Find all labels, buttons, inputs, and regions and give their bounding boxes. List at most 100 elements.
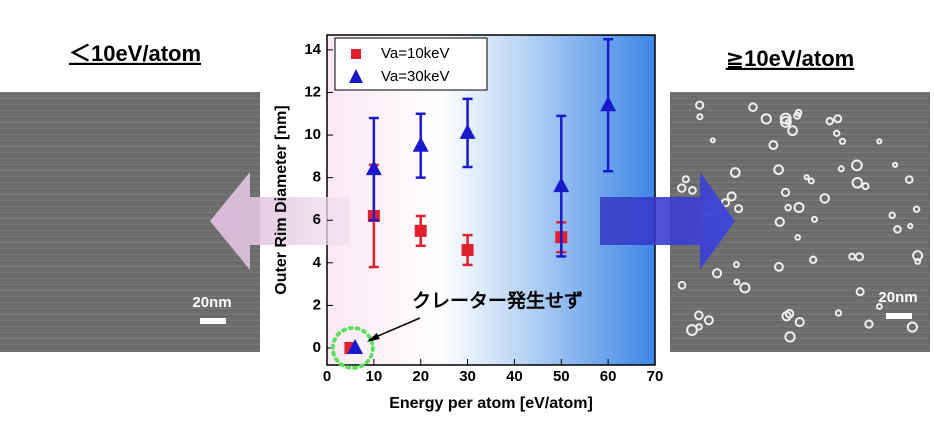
crater bbox=[907, 222, 914, 230]
crater bbox=[864, 319, 874, 329]
crater bbox=[768, 140, 779, 151]
crater bbox=[807, 177, 815, 185]
left-heading: ＜10eV/atom bbox=[69, 41, 201, 66]
legend-label: Va=30keV bbox=[381, 68, 450, 85]
crater bbox=[855, 287, 865, 297]
crater bbox=[773, 164, 784, 176]
crater bbox=[784, 331, 796, 343]
crater bbox=[825, 116, 834, 126]
crater bbox=[851, 176, 864, 189]
crater bbox=[793, 201, 805, 214]
crater bbox=[774, 261, 784, 272]
crater bbox=[912, 205, 921, 213]
crater bbox=[760, 113, 772, 125]
crater bbox=[833, 114, 843, 124]
x-tick-label: 40 bbox=[506, 368, 523, 385]
highlight-circle bbox=[330, 325, 375, 370]
y-axis-label: Outer Rim Diameter [nm] bbox=[273, 105, 290, 294]
y-tick-label: 2 bbox=[313, 296, 321, 313]
legend-marker bbox=[351, 49, 361, 59]
crater bbox=[793, 111, 802, 120]
crater bbox=[688, 186, 697, 195]
legend-marker bbox=[349, 69, 363, 83]
crater bbox=[709, 137, 716, 144]
crater bbox=[739, 282, 751, 294]
marker bbox=[347, 338, 364, 354]
crater bbox=[912, 250, 924, 262]
crater bbox=[784, 203, 792, 212]
crater bbox=[734, 204, 744, 214]
y-tick-label: 14 bbox=[304, 41, 321, 58]
crater bbox=[794, 317, 805, 328]
crater bbox=[779, 112, 792, 125]
y-tick-label: 10 bbox=[304, 126, 321, 143]
right-arrow bbox=[600, 172, 735, 270]
crater bbox=[677, 280, 687, 290]
y-tick-label: 6 bbox=[313, 211, 321, 228]
crater bbox=[695, 100, 705, 110]
y-tick-label: 0 bbox=[313, 339, 321, 356]
crater bbox=[892, 161, 899, 168]
crater bbox=[809, 255, 818, 264]
craters bbox=[676, 100, 924, 343]
right-heading: ≧10eV/atom bbox=[726, 46, 855, 71]
crater bbox=[729, 167, 741, 178]
crater bbox=[787, 125, 798, 137]
right-scale-bar bbox=[886, 313, 912, 319]
left-scale-label: 20nm bbox=[192, 294, 231, 311]
x-tick-label: 70 bbox=[647, 368, 664, 385]
crater bbox=[861, 182, 870, 191]
crater bbox=[810, 215, 819, 223]
crater bbox=[837, 165, 845, 173]
crater bbox=[681, 175, 690, 184]
crater bbox=[848, 252, 856, 261]
crater bbox=[833, 129, 841, 137]
marker bbox=[600, 96, 617, 112]
x-axis-label: Energy per atom [eV/atom] bbox=[389, 395, 593, 412]
crater bbox=[851, 159, 863, 172]
crater bbox=[695, 323, 703, 331]
crater bbox=[732, 261, 740, 269]
x-tick-label: 20 bbox=[412, 368, 429, 385]
marker bbox=[461, 244, 474, 257]
crater bbox=[748, 102, 758, 113]
crater bbox=[888, 211, 896, 220]
crater bbox=[875, 303, 883, 311]
legend-label: Va=10keV bbox=[381, 45, 450, 62]
crater bbox=[694, 310, 704, 321]
crater bbox=[711, 268, 723, 279]
left-arrow bbox=[210, 172, 350, 270]
crater bbox=[838, 137, 847, 145]
annotation: クレーター発生せず bbox=[412, 289, 583, 312]
crater bbox=[819, 193, 830, 204]
crater bbox=[803, 174, 810, 181]
marker bbox=[553, 177, 570, 193]
right-scale-label: 20nm bbox=[878, 289, 917, 306]
crater bbox=[893, 225, 902, 234]
x-tick-label: 60 bbox=[600, 368, 617, 385]
crater bbox=[676, 183, 687, 193]
annotation-arrowhead bbox=[366, 332, 380, 342]
crater bbox=[780, 187, 791, 198]
crater bbox=[784, 308, 795, 319]
y-tick-label: 4 bbox=[313, 254, 322, 271]
crater bbox=[906, 321, 918, 333]
crater bbox=[703, 315, 714, 326]
crater bbox=[904, 175, 914, 184]
x-tick-label: 30 bbox=[459, 368, 476, 385]
x-tick-label: 0 bbox=[323, 368, 331, 385]
crater bbox=[876, 138, 883, 145]
y-tick-label: 12 bbox=[304, 83, 321, 100]
crater bbox=[834, 309, 843, 317]
x-tick-label: 50 bbox=[553, 368, 570, 385]
crater bbox=[733, 278, 741, 286]
x-tick-label: 10 bbox=[366, 368, 383, 385]
crater bbox=[914, 257, 922, 265]
crater bbox=[794, 234, 802, 241]
y-tick-label: 8 bbox=[313, 169, 321, 186]
crater bbox=[726, 191, 737, 202]
crater bbox=[696, 113, 704, 121]
marker bbox=[412, 136, 429, 152]
